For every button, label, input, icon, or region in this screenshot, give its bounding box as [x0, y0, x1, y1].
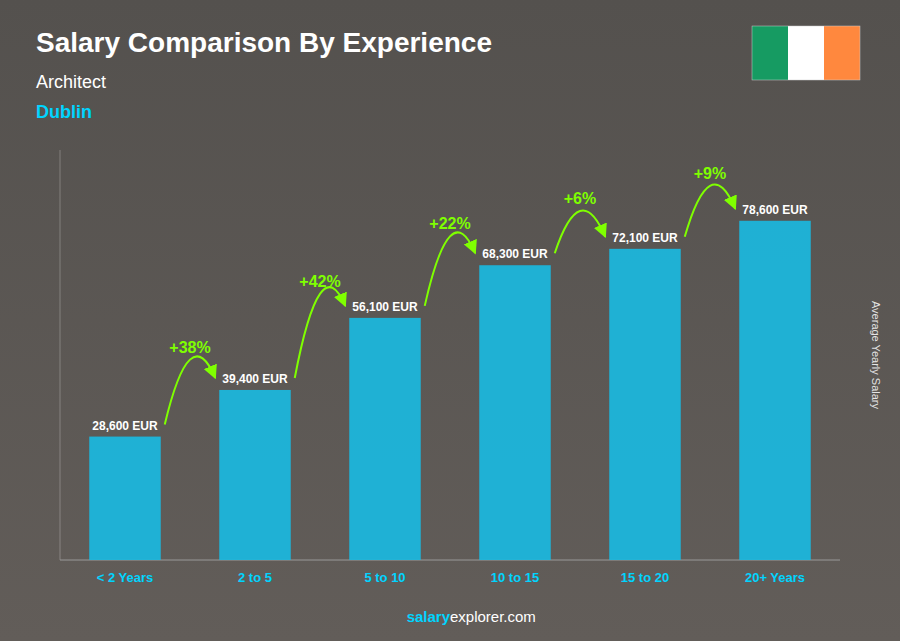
- data-label: 78,600 EUR: [742, 203, 808, 217]
- change-arrow: [165, 356, 216, 424]
- title: Salary Comparison By Experience: [36, 27, 492, 58]
- flag-stripe: [788, 26, 824, 80]
- change-arrow: [295, 287, 346, 378]
- flag-stripe: [752, 26, 788, 80]
- annotation: +42%: [299, 273, 340, 290]
- x-tick-label: 5 to 10: [364, 570, 405, 585]
- x-tick-label: 10 to 15: [491, 570, 539, 585]
- flag: [752, 26, 860, 80]
- subtitle: Architect: [36, 72, 106, 92]
- footer: explorer.com: [450, 608, 536, 625]
- x-axis-line: [60, 560, 840, 561]
- flag-border: [752, 26, 860, 80]
- data-label: 72,100 EUR: [612, 231, 678, 245]
- y-axis-line: [60, 150, 61, 560]
- x-tick-label: 20+ Years: [745, 570, 805, 585]
- flag-stripe: [824, 26, 860, 80]
- bar: [89, 437, 161, 560]
- annotation: +38%: [169, 339, 210, 356]
- bar: [219, 390, 291, 560]
- bar: [739, 221, 811, 560]
- data-label: 28,600 EUR: [92, 419, 158, 433]
- data-label: 68,300 EUR: [482, 247, 548, 261]
- bar: [349, 318, 421, 560]
- x-tick-label: 15 to 20: [621, 570, 669, 585]
- bars: [89, 221, 811, 560]
- annotation: +9%: [694, 165, 726, 182]
- change-arrow: [685, 184, 736, 236]
- data-label: 56,100 EUR: [352, 300, 418, 314]
- subtitle: Dublin: [36, 102, 92, 122]
- bar: [479, 265, 551, 560]
- background: [0, 0, 900, 641]
- bar: [609, 249, 681, 560]
- data-label: 39,400 EUR: [222, 372, 288, 386]
- x-tick-label: < 2 Years: [97, 570, 154, 585]
- annotation: +22%: [429, 215, 470, 232]
- change-arrow: [555, 210, 606, 253]
- change-arrow: [425, 232, 476, 306]
- x-tick-label: 2 to 5: [238, 570, 272, 585]
- footer: salary: [407, 608, 451, 625]
- y-axis-label: Average Yearly Salary: [870, 301, 882, 410]
- chart: Salary Comparison By Experience Architect…: [0, 0, 900, 641]
- annotation: +6%: [564, 190, 596, 207]
